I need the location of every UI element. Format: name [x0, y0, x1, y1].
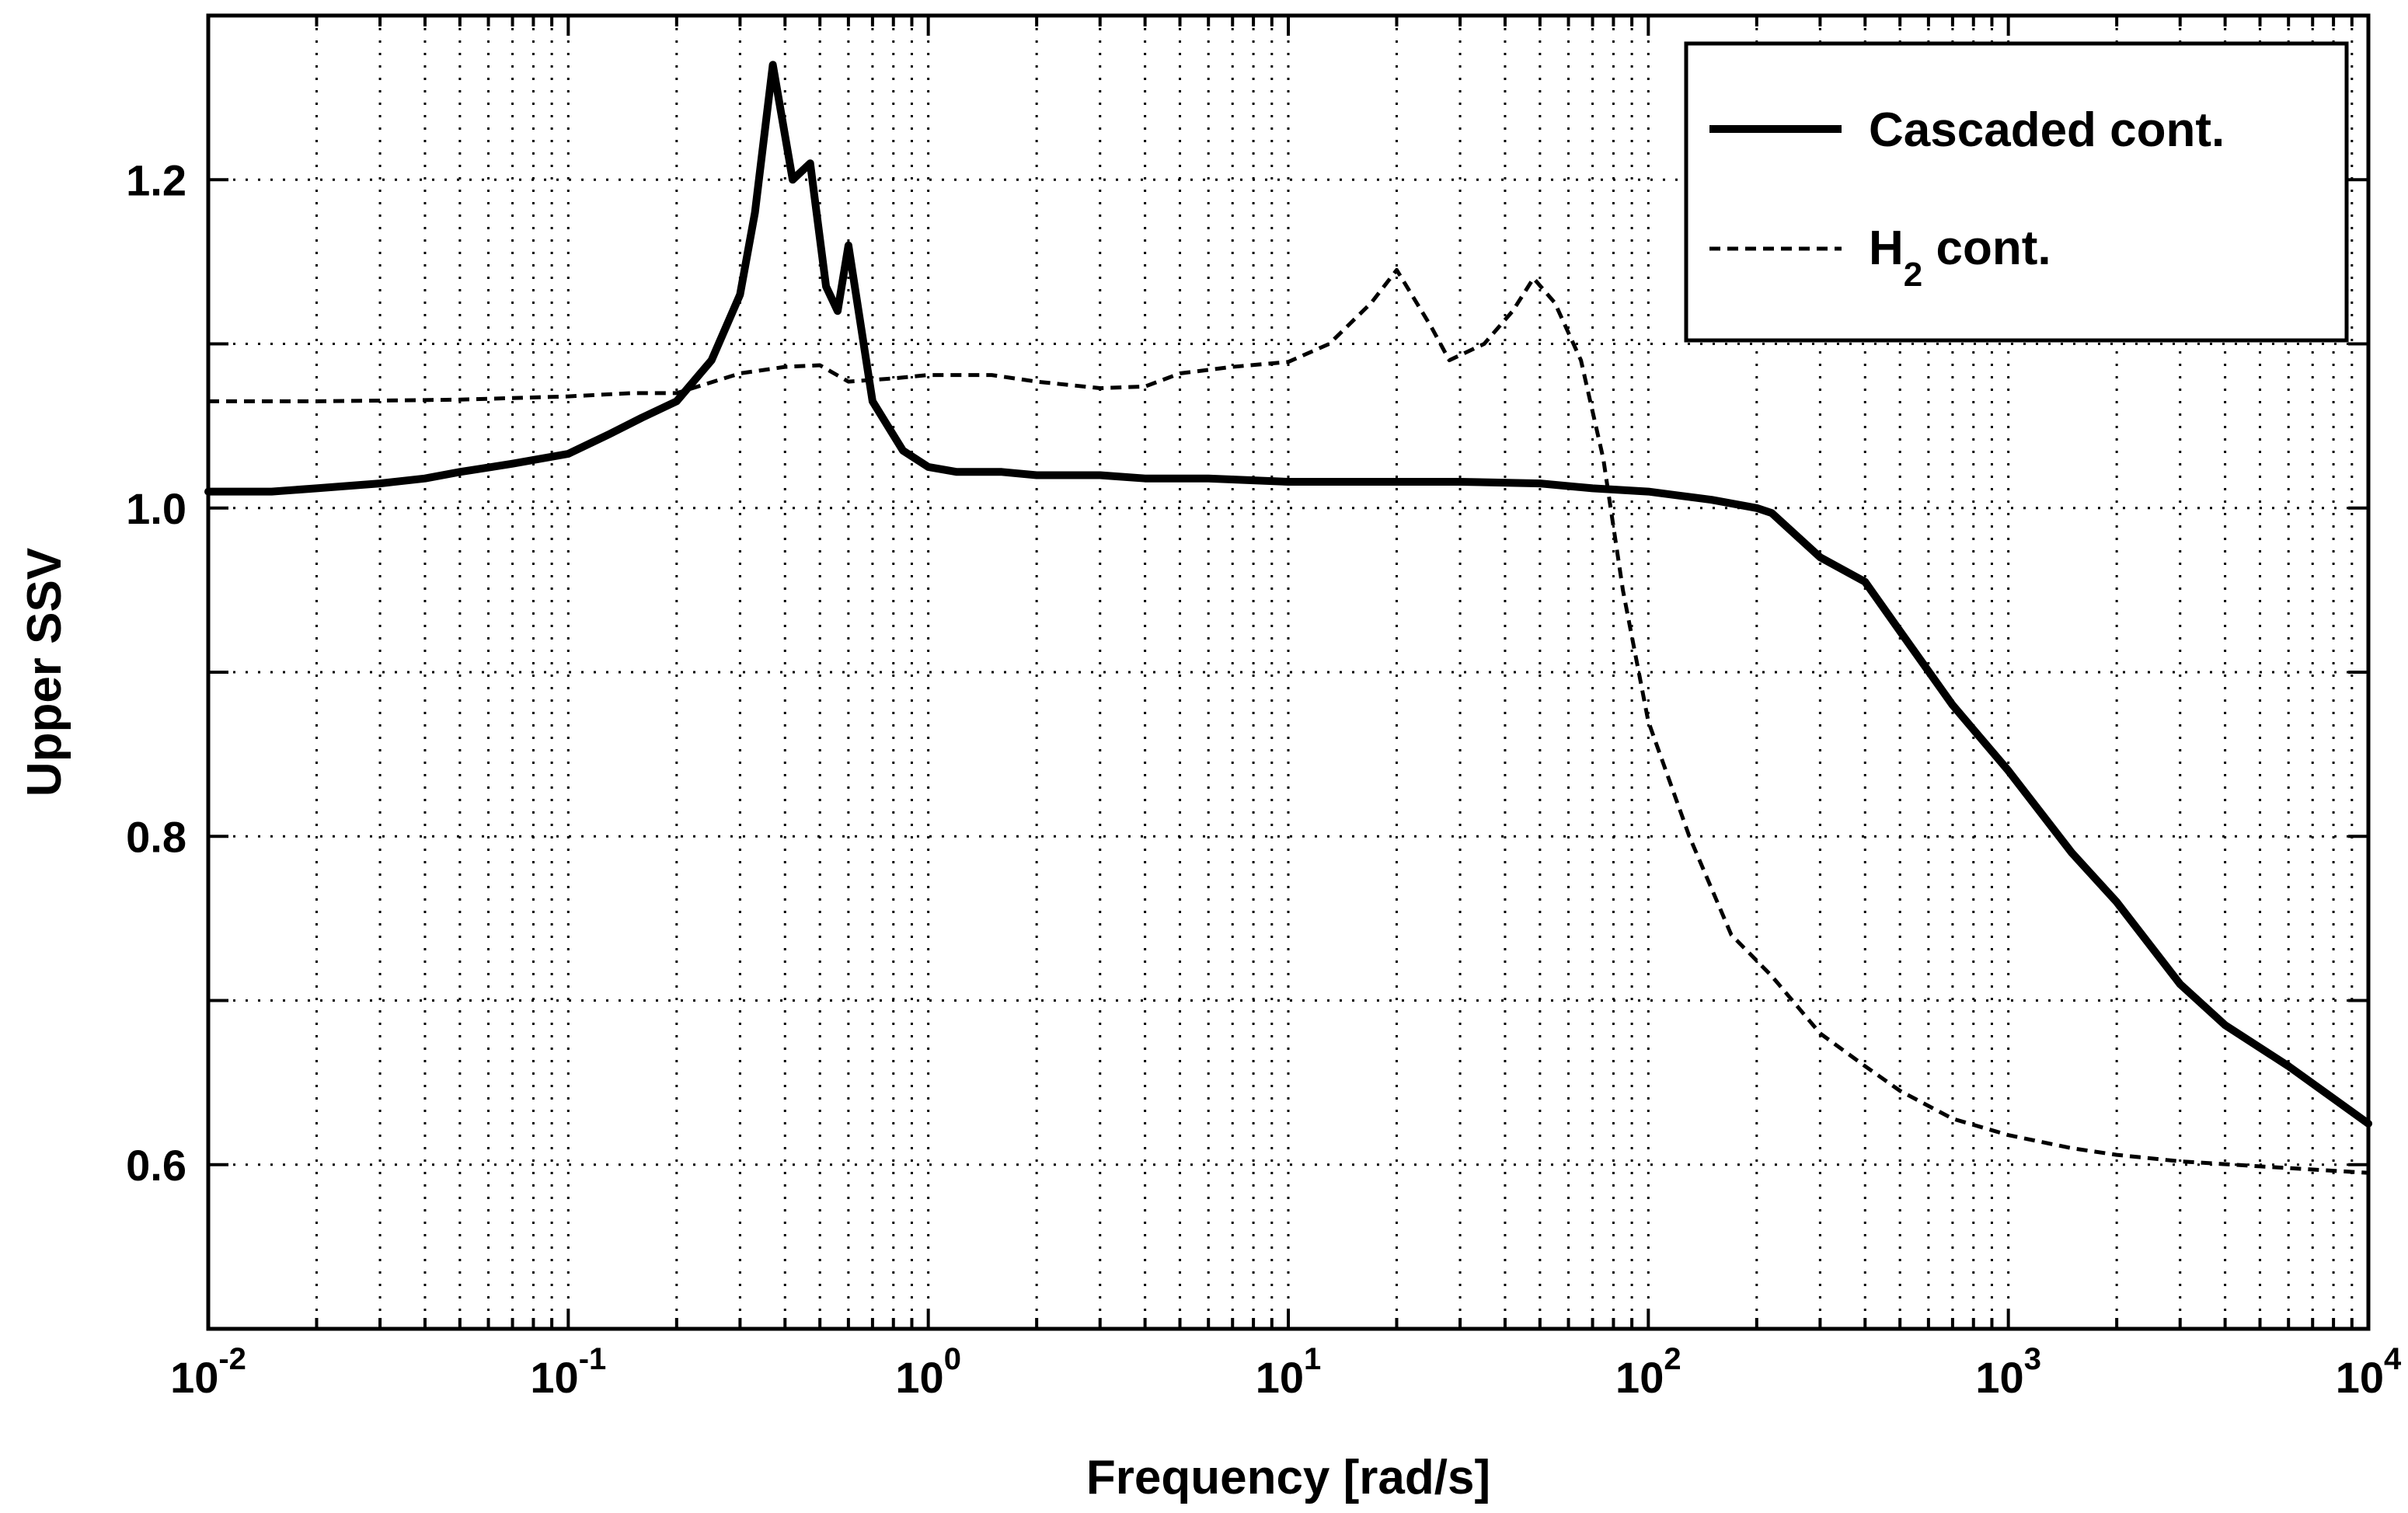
series-line-cascaded [204, 61, 2372, 1128]
x-tick-label: 102 [1615, 1342, 1681, 1402]
legend: Cascaded cont. H2 cont. [1684, 41, 2349, 343]
x-axis-title: Frequency [rad/s] [1086, 1451, 1490, 1504]
x-tick-label: 104 [2336, 1342, 2402, 1402]
y-tick-label: 0.8 [126, 812, 186, 861]
legend-label-cascaded: Cascaded cont. [1869, 103, 2225, 157]
label-layer: Frequency [rad/s] Upper SSV [18, 548, 1490, 1504]
x-tick-label: 103 [1975, 1342, 2041, 1402]
series-line-h2 [208, 267, 2369, 1175]
y-axis-title: Upper SSV [18, 548, 71, 797]
y-tick-label: 0.6 [126, 1141, 186, 1190]
x-tick-label: 101 [1256, 1342, 1322, 1402]
y-tick-label: 1.0 [126, 484, 186, 533]
legend-label-h2: H2 cont. [1869, 221, 2051, 294]
y-tick-label: 1.2 [126, 155, 186, 204]
x-tick-label: 10-2 [170, 1342, 246, 1402]
x-tick-label: 10-1 [530, 1342, 606, 1402]
tick-layer: 0.6 0.8 1.0 1.2 10-2 10-1 100 101 102 103 104 [126, 16, 2402, 1402]
series-layer [204, 61, 2372, 1175]
legend-box [1684, 41, 2349, 343]
x-tick-label: 100 [895, 1342, 961, 1402]
